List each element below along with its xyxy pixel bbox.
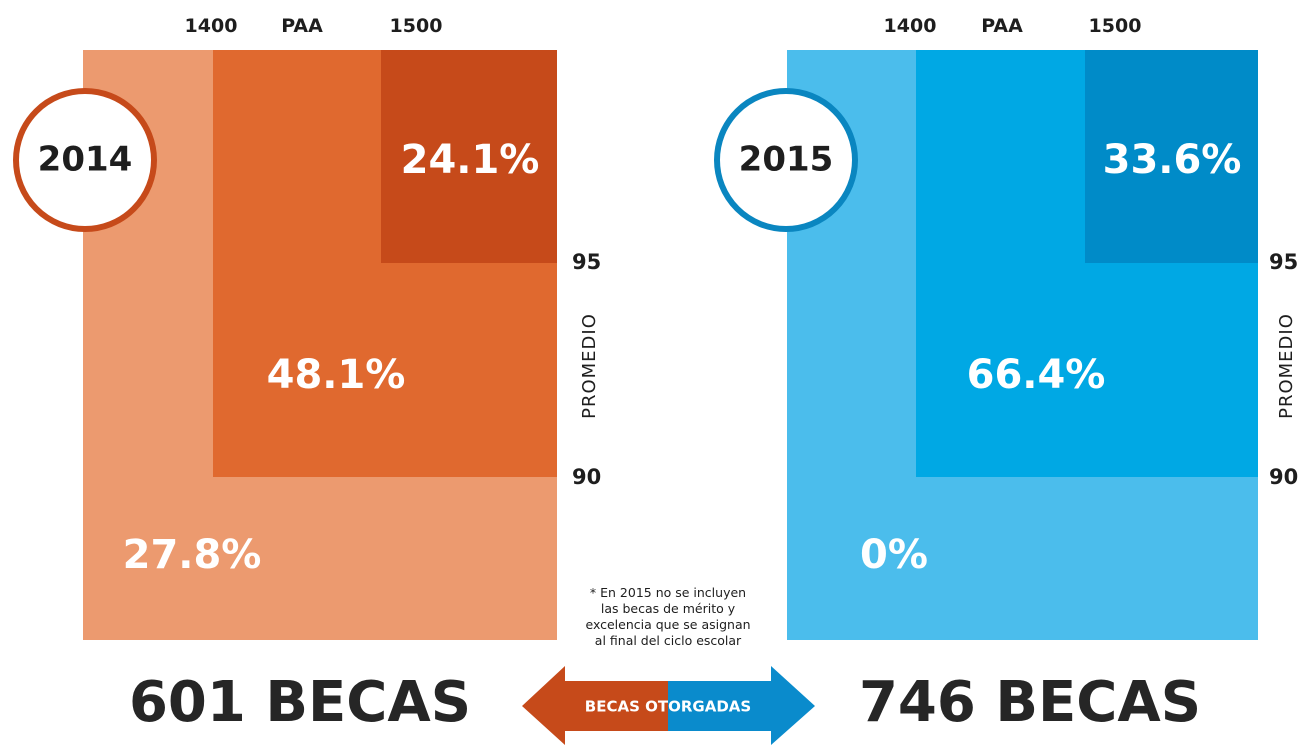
- axis-title: PROMEDIO: [1276, 313, 1297, 419]
- axis-title: PROMEDIO: [579, 313, 600, 419]
- col-label: PAA: [281, 15, 323, 37]
- panel-2015: 1400 PAA 1500 2015 33.6% 66.4% 0% 95 PRO…: [714, 15, 1298, 735]
- inner-block: [1085, 50, 1258, 263]
- year-badge: [13, 88, 157, 232]
- col-label: 1500: [1089, 15, 1142, 37]
- col-label: 1400: [884, 15, 937, 37]
- axis-high: 95: [1269, 250, 1298, 274]
- double-arrow: BECAS OTORGADAS: [522, 666, 815, 745]
- percent-mid: 66.4%: [967, 352, 1106, 398]
- note-line: * En 2015 no se incluyen: [590, 585, 746, 600]
- total: 601 BECAS: [129, 670, 471, 735]
- year: 2015: [739, 140, 834, 180]
- col-label: 1500: [390, 15, 443, 37]
- col-label: PAA: [981, 15, 1023, 37]
- percent-top: 24.1%: [401, 137, 540, 183]
- arrow-left: [522, 666, 668, 745]
- note-line: las becas de mérito y: [601, 601, 736, 616]
- year: 2014: [38, 140, 133, 180]
- axis-low: 90: [572, 465, 601, 489]
- axis-low: 90: [1269, 465, 1298, 489]
- inner-block: [381, 50, 557, 263]
- year-badge: [714, 88, 858, 232]
- percent-bottom: 0%: [860, 532, 928, 578]
- note-line: excelencia que se asignan: [585, 617, 750, 632]
- note-line: al final del ciclo escolar: [595, 633, 742, 648]
- col-label: 1400: [185, 15, 238, 37]
- arrow-label: BECAS OTORGADAS: [585, 698, 751, 716]
- axis-high: 95: [572, 250, 601, 274]
- percent-top: 33.6%: [1103, 137, 1242, 183]
- panel-2014: 1400 PAA 1500 2014 24.1% 48.1% 27.8% 95 …: [13, 15, 601, 735]
- note: * En 2015 no se incluyen las becas de mé…: [585, 585, 750, 648]
- percent-mid: 48.1%: [267, 352, 406, 398]
- total: 746 BECAS: [859, 670, 1201, 735]
- percent-bottom: 27.8%: [123, 532, 262, 578]
- arrow-right: [668, 666, 815, 745]
